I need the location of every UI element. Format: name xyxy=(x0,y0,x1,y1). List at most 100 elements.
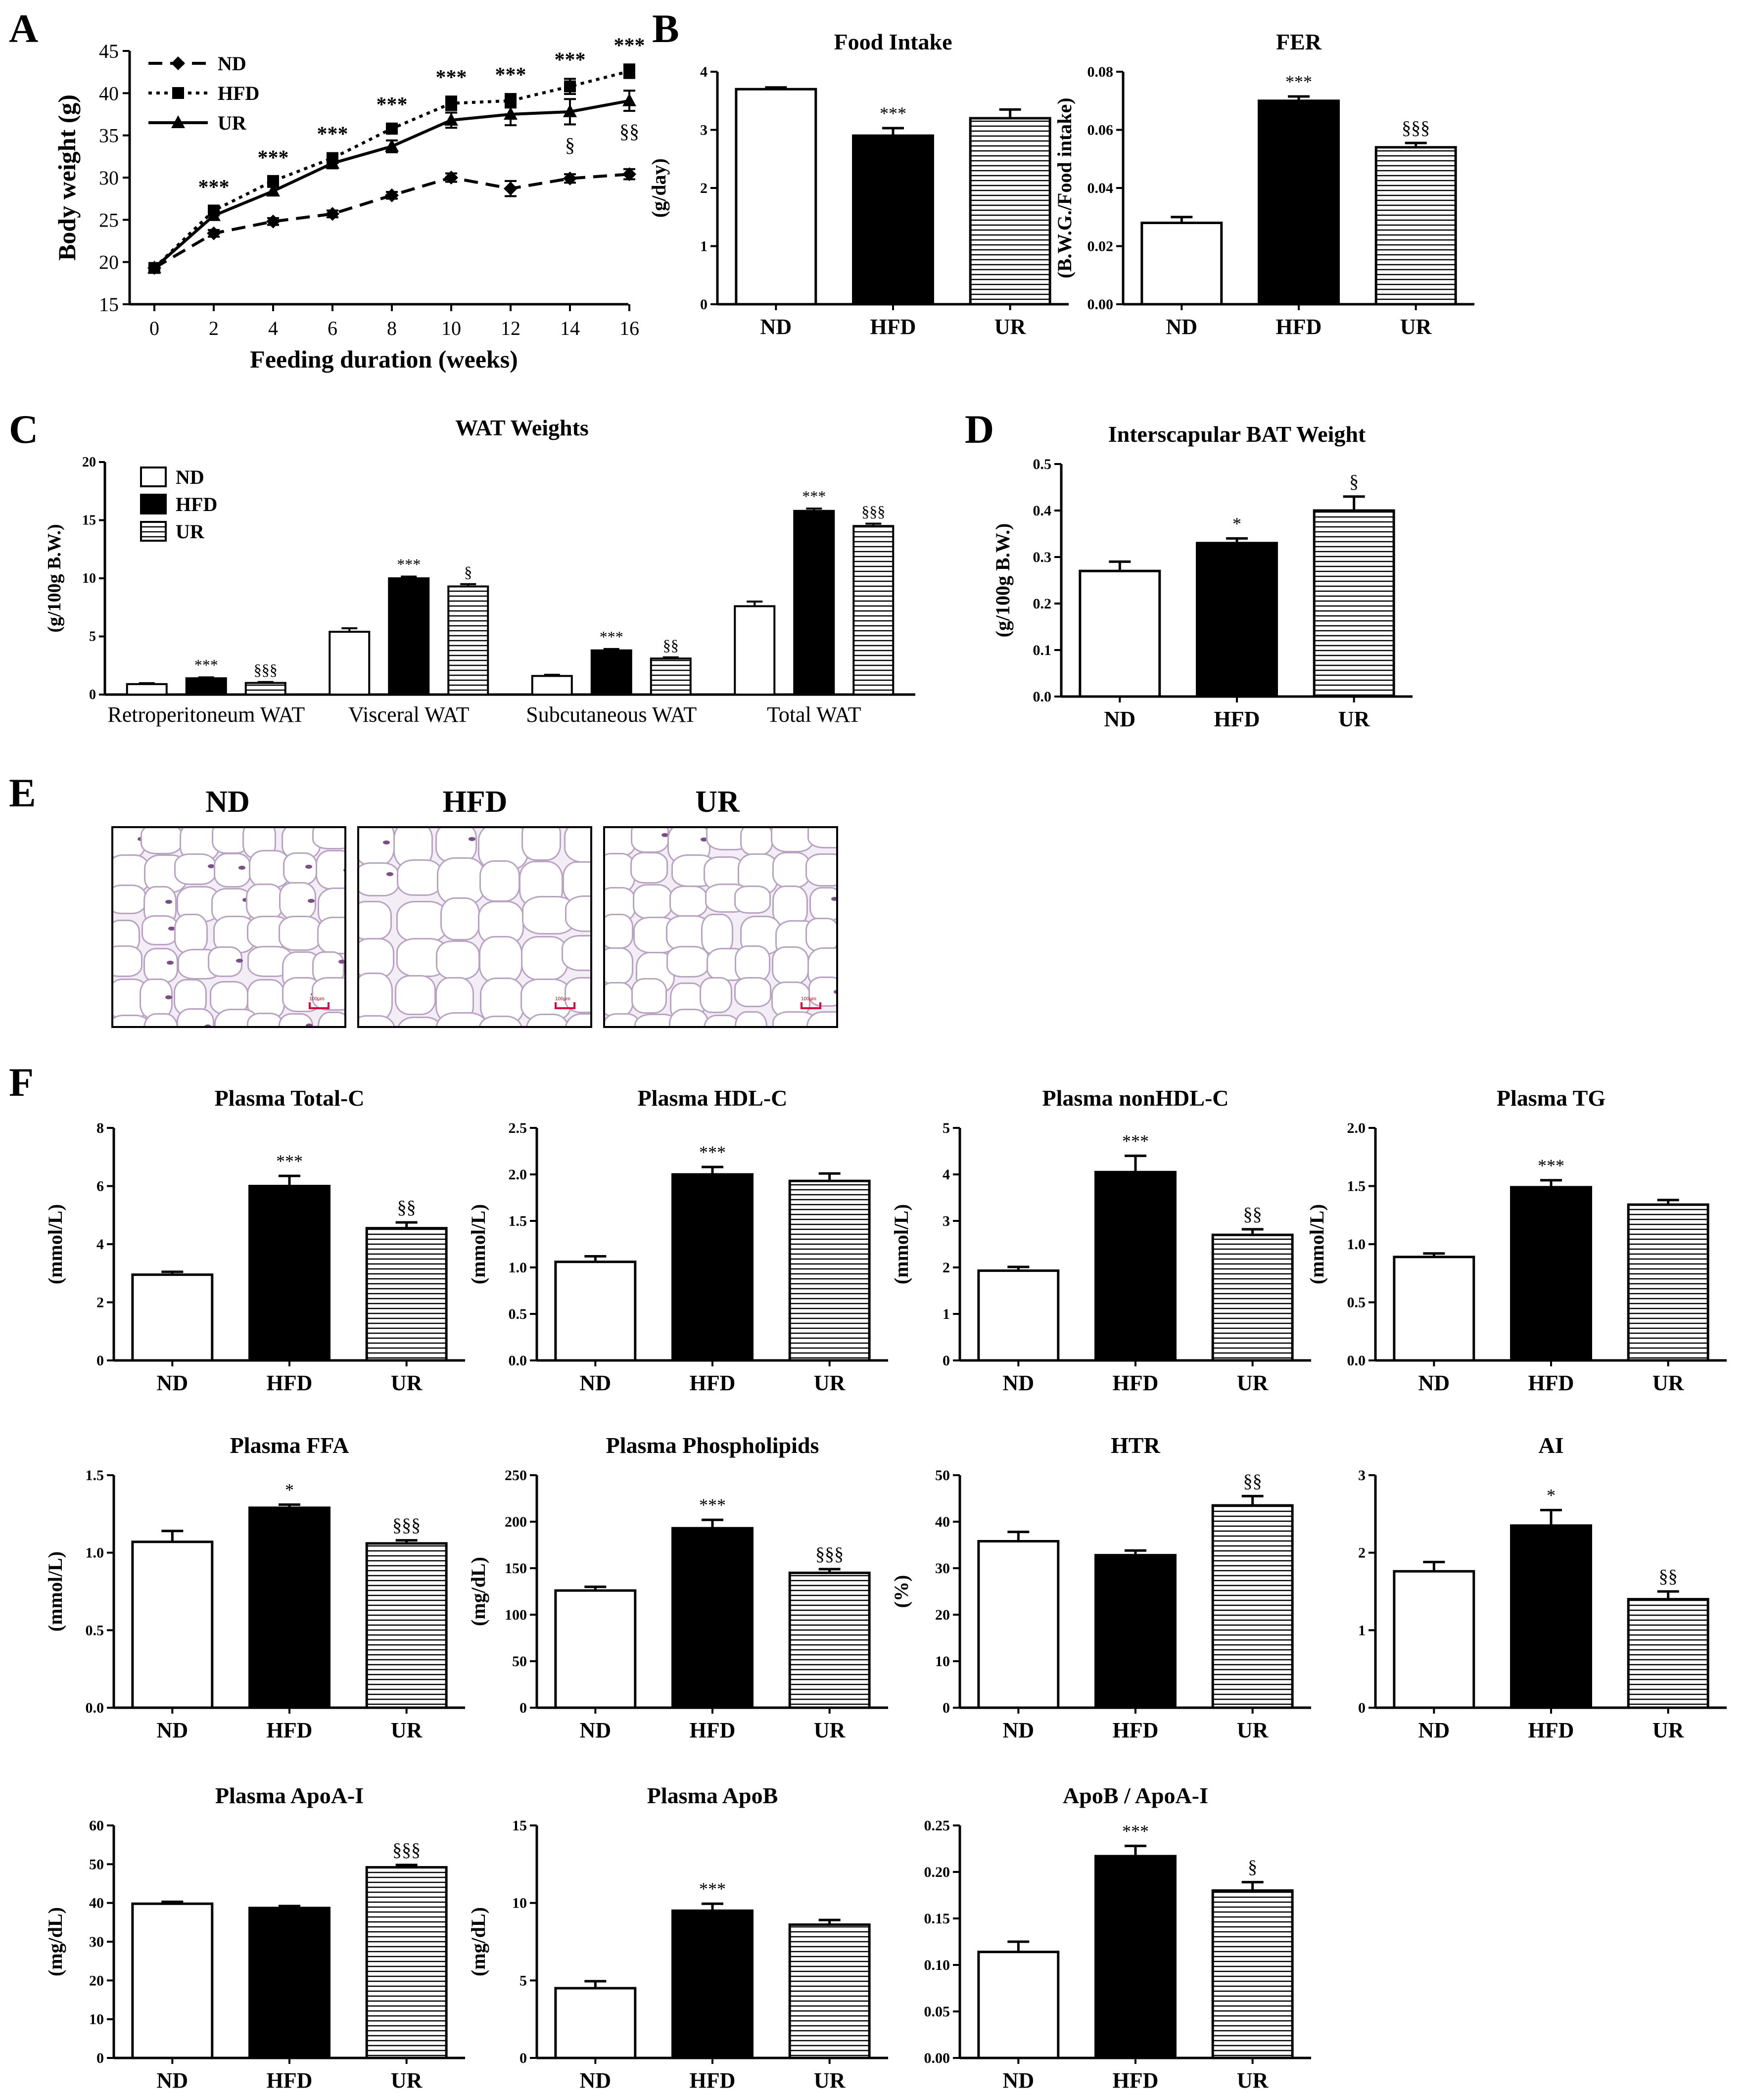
x-tick-label: ND xyxy=(760,315,792,339)
y-axis-label: (mg/dL) xyxy=(467,1907,489,1976)
legend-label-nd: ND xyxy=(218,52,246,75)
bar-hfd xyxy=(1094,1554,1177,1709)
y-tick-label: 0 xyxy=(89,687,96,702)
legend-label-nd: ND xyxy=(176,466,204,488)
x-tick-label: UR xyxy=(391,1371,423,1395)
chart-f10: 0 5 10 15 (mg/dL) Plasma ApoB ND HFD *** UR xyxy=(467,1783,888,2093)
y-tick-label: 8 xyxy=(96,1120,104,1136)
panel-label-f: F xyxy=(9,1060,34,1105)
y-tick-label: 0.0 xyxy=(1347,1353,1366,1369)
y-tick-label: 1.0 xyxy=(509,1260,527,1276)
x-tick-label: UR xyxy=(1653,1371,1685,1395)
x-tick-label: HFD xyxy=(1528,1718,1574,1742)
bar-ur xyxy=(852,525,895,696)
data-point-nd xyxy=(504,182,518,196)
adipocyte-cell xyxy=(283,852,317,886)
data-point-ur xyxy=(207,208,221,221)
cell-nucleus xyxy=(833,990,836,994)
bar-ur xyxy=(969,117,1051,306)
x-tick-label: HFD xyxy=(1113,1371,1159,1395)
y-tick-label: 50 xyxy=(935,1467,950,1484)
histology-title-nd: ND xyxy=(205,785,250,819)
y-axis-label: (g/100g B.W.) xyxy=(44,524,65,632)
y-tick-label: 0 xyxy=(943,1700,950,1716)
y-tick-label: 0 xyxy=(519,1700,527,1716)
significance-label: *** xyxy=(1285,72,1312,92)
bar-nd xyxy=(131,1273,214,1362)
bar-nd xyxy=(1140,222,1223,306)
x-axis-label: Feeding duration (weeks) xyxy=(250,345,518,373)
chart-b2: 0.00 0.02 0.04 0.06 0.08 (B.W.G./Food intake)… xyxy=(1053,29,1474,339)
y-tick-label: 15 xyxy=(512,1818,527,1834)
chart-f1: 0 2 4 6 8 (mmol/L) Plasma Total-C ND HFD *** UR §§ xyxy=(44,1085,465,1395)
chart-f2: 0.0 0.5 1.0 1.5 2.0 2.5 (mmol/L) Plasma HDL-C ND… xyxy=(467,1085,888,1395)
adipocyte-cell xyxy=(666,946,709,978)
chart-title: Plasma FFA xyxy=(230,1433,349,1458)
significance-label: *** xyxy=(194,656,218,674)
x-tick-label: ND xyxy=(157,2068,189,2093)
x-tick-label: Total WAT xyxy=(767,702,861,727)
y-tick-label: 150 xyxy=(505,1560,527,1577)
adipocyte-cell xyxy=(247,1012,283,1026)
data-point-ur xyxy=(266,184,280,197)
bar-ur xyxy=(244,682,286,696)
adipocyte-cell xyxy=(734,945,770,982)
cell-nucleus xyxy=(204,1025,211,1026)
cell-nucleus xyxy=(208,864,215,869)
data-point-hfd xyxy=(623,65,635,77)
histology-image-hfd: 100μm xyxy=(357,826,592,1028)
y-tick-label: 5 xyxy=(943,1120,950,1136)
y-axis-label: (mmol/L) xyxy=(467,1204,489,1284)
adipocyte-cell xyxy=(174,913,208,954)
y-tick-label: 30 xyxy=(99,167,119,189)
x-tick-label: UR xyxy=(994,315,1027,339)
x-tick-label: ND xyxy=(1104,707,1136,731)
bar-nd xyxy=(734,605,776,696)
y-tick-label: 0.06 xyxy=(1087,122,1114,139)
chart-f4: 0.0 0.5 1.0 1.5 2.0 (mmol/L) Plasma TG ND HFD ***… xyxy=(1306,1085,1727,1395)
bar-ur xyxy=(1374,146,1457,306)
y-axis-label: (g/day) xyxy=(648,158,670,218)
y-tick-label: 0 xyxy=(1358,1700,1366,1716)
adipocyte-cell xyxy=(564,1013,590,1026)
y-tick-label: 0.02 xyxy=(1087,238,1114,255)
y-tick-label: 40 xyxy=(935,1514,950,1530)
bar-hfd xyxy=(793,510,835,696)
data-point-ur xyxy=(622,93,636,106)
bar-ur xyxy=(1211,1233,1294,1362)
chart-f11: 0.00 0.05 0.10 0.15 0.20 0.25 ApoB / ApoA-I ND H… xyxy=(924,1783,1311,2093)
x-tick-label: HFD xyxy=(267,1371,313,1395)
chart-f3: 0 1 2 3 4 5 (mmol/L) Plasma nonHDL-C ND HFD *** UR §… xyxy=(890,1085,1311,1395)
y-axis-label: (%) xyxy=(890,1575,912,1608)
panel-label-b: B xyxy=(652,6,679,51)
data-point-nd xyxy=(207,226,221,240)
panel-label-e: E xyxy=(9,770,36,815)
y-tick-label: 10 xyxy=(89,2011,104,2028)
y-tick-label: 3 xyxy=(943,1213,950,1229)
bar-ur xyxy=(365,1227,448,1362)
adipocyte-cell xyxy=(772,851,810,888)
adipocyte-cell xyxy=(668,1009,709,1026)
y-tick-label: 1 xyxy=(700,238,708,255)
y-tick-label: 0 xyxy=(96,2050,104,2066)
x-tick-label: ND xyxy=(580,1718,612,1742)
significance-label: * xyxy=(1232,513,1241,533)
y-tick-label: 0.3 xyxy=(1033,549,1052,565)
y-tick-label: 0.5 xyxy=(509,1306,527,1322)
bar-ur xyxy=(1627,1598,1709,1709)
adipocyte-cell xyxy=(771,946,809,984)
adipocyte-cell xyxy=(208,946,242,977)
adipocyte-cell xyxy=(630,828,669,853)
y-tick-label: 2 xyxy=(1358,1545,1366,1561)
y-tick-label: 40 xyxy=(89,1895,104,1912)
adipocyte-cell xyxy=(213,852,251,888)
y-tick-label: 2.0 xyxy=(509,1167,527,1183)
adipocyte-cell xyxy=(605,982,633,1017)
y-tick-label: 0.5 xyxy=(86,1622,104,1638)
x-tick-label: UR xyxy=(391,2068,423,2093)
y-tick-label: 0.25 xyxy=(924,1818,950,1834)
bar-hfd xyxy=(1094,1855,1177,2059)
x-tick-label: 8 xyxy=(387,317,397,339)
bar-ur xyxy=(1211,1889,1294,2059)
legend-label-ur: UR xyxy=(218,112,247,134)
